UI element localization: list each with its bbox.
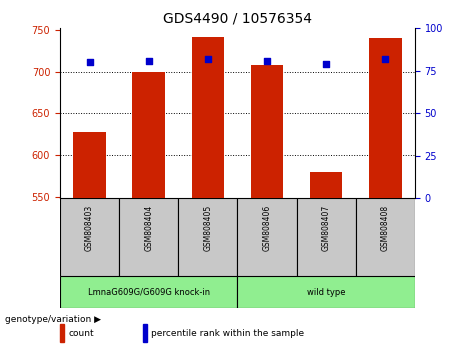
- Bar: [73, 132, 106, 198]
- Bar: [119, 198, 178, 276]
- Point: [322, 61, 330, 67]
- Text: GSM808407: GSM808407: [322, 205, 331, 251]
- Text: GSM808406: GSM808406: [262, 205, 272, 251]
- Text: GSM808405: GSM808405: [203, 205, 213, 251]
- Point: [145, 58, 152, 63]
- Point: [204, 56, 212, 62]
- Text: GSM808403: GSM808403: [85, 205, 94, 251]
- Bar: [310, 172, 343, 198]
- Text: percentile rank within the sample: percentile rank within the sample: [151, 329, 304, 338]
- Point: [382, 56, 389, 62]
- Bar: [132, 72, 165, 198]
- Text: LmnaG609G/G609G knock-in: LmnaG609G/G609G knock-in: [88, 287, 210, 297]
- Text: GSM808408: GSM808408: [381, 205, 390, 251]
- Bar: [237, 198, 296, 276]
- Bar: [192, 37, 224, 198]
- Point: [86, 59, 93, 65]
- Text: wild type: wild type: [307, 287, 345, 297]
- Bar: [143, 324, 147, 343]
- Text: count: count: [68, 329, 94, 338]
- Bar: [237, 276, 415, 308]
- Title: GDS4490 / 10576354: GDS4490 / 10576354: [163, 12, 312, 26]
- Bar: [369, 38, 402, 198]
- Bar: [60, 198, 119, 276]
- Bar: [60, 324, 64, 343]
- Text: GSM808404: GSM808404: [144, 205, 153, 251]
- Bar: [296, 198, 356, 276]
- Bar: [356, 198, 415, 276]
- Text: genotype/variation ▶: genotype/variation ▶: [5, 315, 100, 324]
- Bar: [178, 198, 237, 276]
- Bar: [60, 276, 237, 308]
- Point: [263, 58, 271, 63]
- Bar: [251, 65, 283, 198]
